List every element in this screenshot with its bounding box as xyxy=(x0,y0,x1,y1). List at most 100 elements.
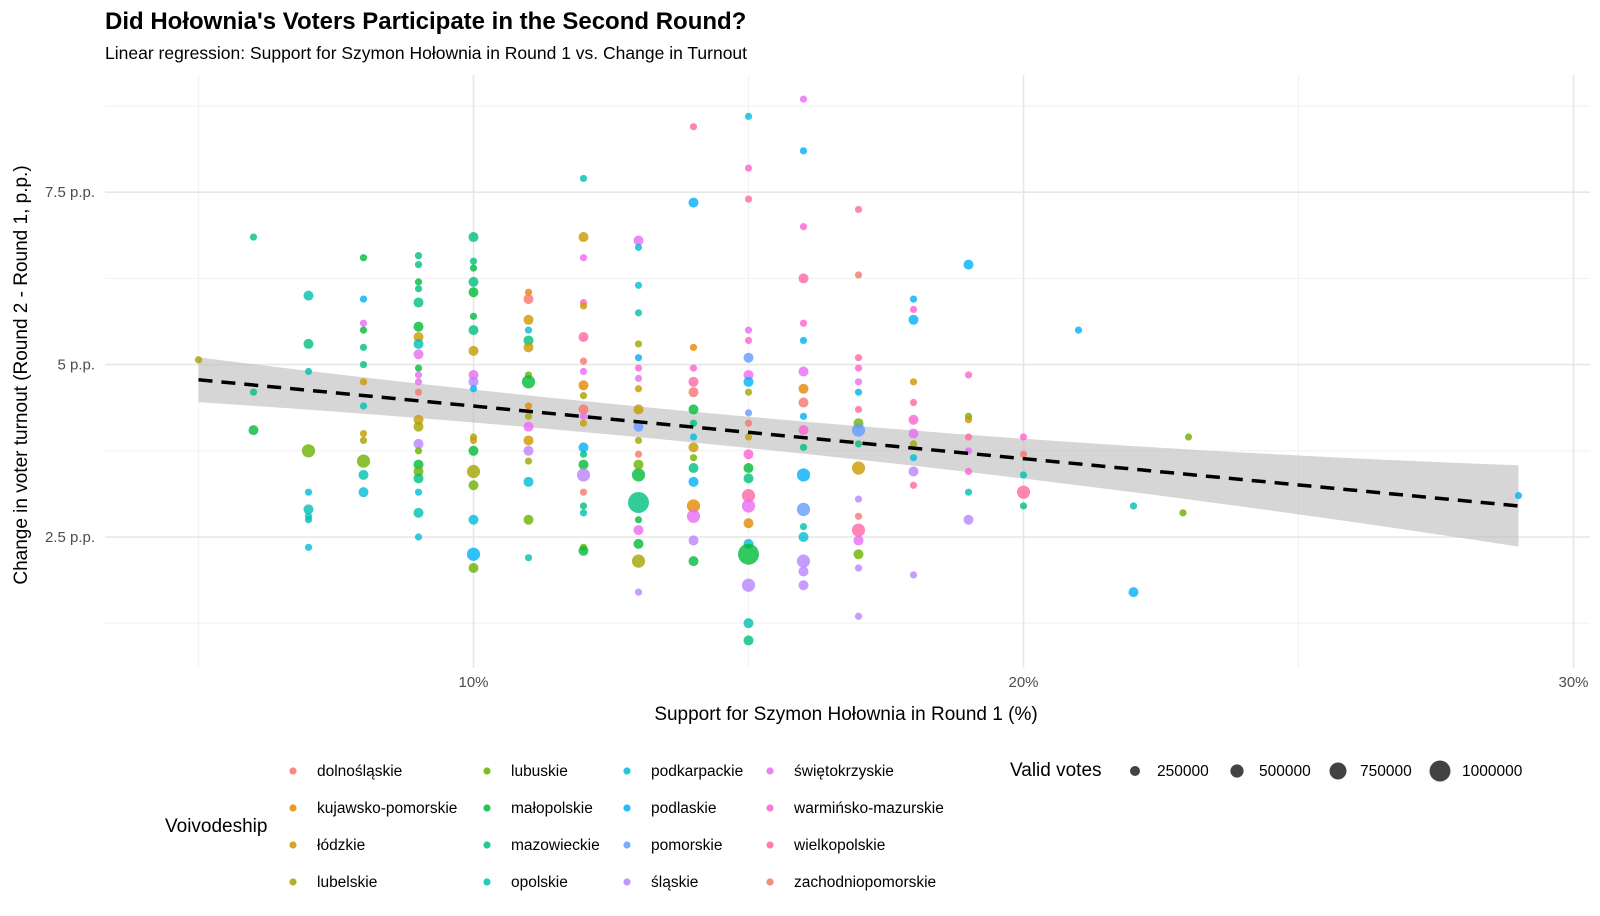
data-point xyxy=(854,512,863,520)
data-point xyxy=(1019,450,1028,458)
data-point xyxy=(249,233,258,241)
data-point xyxy=(304,516,313,524)
data-point xyxy=(579,509,588,517)
data-point xyxy=(524,412,533,420)
data-point xyxy=(469,385,478,393)
data-point xyxy=(414,488,423,496)
data-point xyxy=(689,419,698,427)
data-point xyxy=(413,438,424,449)
data-point xyxy=(909,454,918,462)
data-point xyxy=(688,442,699,453)
legend-label: świętokrzyskie xyxy=(794,763,894,780)
data-point xyxy=(579,412,588,420)
trend-line-layer xyxy=(198,378,1519,508)
data-point xyxy=(688,535,699,546)
color-legend-title: Voivodeship xyxy=(165,816,267,837)
data-point xyxy=(1019,471,1028,479)
data-point xyxy=(524,402,533,410)
data-point xyxy=(744,409,753,417)
data-point xyxy=(964,467,973,476)
legend-swatch xyxy=(766,841,774,849)
data-point xyxy=(798,425,809,436)
data-point xyxy=(689,123,698,131)
data-point xyxy=(523,445,534,456)
legend-swatch xyxy=(483,841,491,849)
data-point xyxy=(579,502,588,510)
data-point xyxy=(468,287,479,298)
size-legend-dot xyxy=(1429,760,1451,782)
data-point xyxy=(468,345,479,356)
data-point xyxy=(633,404,644,415)
data-point xyxy=(744,164,753,172)
data-point xyxy=(909,481,918,489)
data-point xyxy=(634,450,643,458)
data-point xyxy=(689,364,698,372)
legend-label: lubuskie xyxy=(511,763,568,780)
data-point xyxy=(854,440,863,448)
data-point xyxy=(524,326,533,334)
data-point xyxy=(358,487,369,498)
legend-label: kujawsko-pomorskie xyxy=(317,800,457,817)
data-point xyxy=(738,543,759,565)
data-point xyxy=(743,463,754,474)
data-point xyxy=(688,197,699,208)
legend-label: śląskie xyxy=(651,874,698,891)
data-point xyxy=(854,271,863,279)
data-point xyxy=(413,414,424,425)
data-point xyxy=(798,366,809,377)
regression-trend-line xyxy=(198,378,1519,508)
data-point xyxy=(359,295,368,303)
data-point xyxy=(359,378,368,386)
data-point xyxy=(413,466,424,477)
data-point xyxy=(796,502,811,517)
data-point xyxy=(1074,326,1083,334)
data-point xyxy=(578,459,589,470)
legend-swatch xyxy=(289,841,297,849)
data-point xyxy=(249,388,258,396)
chart-title: Did Hołownia's Voters Participate in the… xyxy=(105,8,747,35)
data-point xyxy=(799,443,808,451)
data-point xyxy=(524,457,533,465)
data-point xyxy=(854,364,863,372)
legend-swatch xyxy=(483,804,491,812)
data-point xyxy=(909,378,918,386)
data-point xyxy=(744,419,753,427)
axis-ticks: 10% 20% 30% 2.5 p.p. 5 p.p. 7.5 p.p. xyxy=(45,184,1589,691)
data-point xyxy=(853,535,864,546)
data-point xyxy=(468,376,479,387)
data-point xyxy=(523,335,534,346)
data-point xyxy=(521,375,536,389)
data-point xyxy=(854,495,863,503)
data-point xyxy=(798,531,809,542)
data-point xyxy=(799,147,808,155)
legend-swatch xyxy=(623,878,631,886)
data-point xyxy=(303,290,314,301)
data-point xyxy=(634,436,643,445)
data-point xyxy=(851,523,866,537)
data-point xyxy=(741,578,756,592)
legend-label: małopolskie xyxy=(511,800,593,817)
data-point xyxy=(414,278,423,286)
size-legend-dot xyxy=(1230,764,1244,778)
data-point xyxy=(631,554,646,568)
data-point xyxy=(634,243,643,251)
data-point xyxy=(524,288,533,296)
data-point xyxy=(854,564,863,572)
data-point xyxy=(1019,433,1028,441)
legend-swatch xyxy=(289,767,297,775)
x-tick-label: 20% xyxy=(1008,674,1038,691)
data-point xyxy=(854,388,863,396)
legend-label: dolnośląskie xyxy=(317,763,402,780)
data-point xyxy=(631,468,646,482)
data-point xyxy=(524,554,533,562)
data-point xyxy=(909,398,918,407)
data-point xyxy=(798,566,809,577)
color-legend: dolnośląskie kujawsko-pomorskie łódzkie lub… xyxy=(289,763,944,891)
data-point xyxy=(633,421,644,432)
data-point xyxy=(359,402,368,410)
data-point xyxy=(851,423,866,437)
data-point xyxy=(854,378,863,386)
data-point xyxy=(468,445,479,456)
data-point xyxy=(854,405,863,414)
data-point xyxy=(413,421,424,432)
